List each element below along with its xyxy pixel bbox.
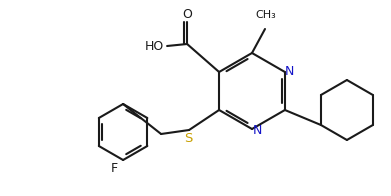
Text: O: O: [182, 7, 192, 21]
Text: F: F: [111, 162, 118, 175]
Text: CH₃: CH₃: [256, 10, 276, 20]
Text: N: N: [285, 64, 294, 77]
Text: HO: HO: [144, 40, 164, 53]
Text: S: S: [184, 132, 192, 144]
Text: N: N: [252, 123, 262, 136]
